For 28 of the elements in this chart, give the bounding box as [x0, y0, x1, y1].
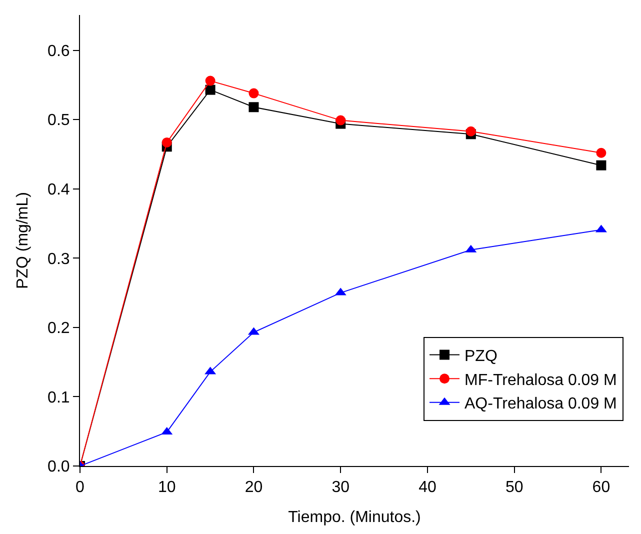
point [205, 76, 216, 86]
point [466, 126, 476, 136]
x-tick-label: 50 [505, 479, 524, 496]
x-tick-label: 10 [158, 479, 176, 496]
point [205, 84, 216, 95]
point [336, 115, 346, 126]
point [596, 148, 606, 158]
y-tick-label: 0.4 [48, 181, 70, 198]
x-tick-label: 60 [592, 479, 610, 496]
legend-label: MF-Trehalosa 0.09 M [464, 372, 617, 389]
y-tick-label: 0.0 [48, 458, 70, 476]
point [248, 88, 259, 98]
x-tick-label: 30 [332, 479, 350, 496]
point [162, 137, 172, 148]
x-tick-label: 40 [418, 479, 436, 496]
y-tick-label: 0.5 [48, 112, 70, 130]
y-tick-label: 0.1 [48, 389, 70, 406]
y-tick-label: 0.3 [48, 250, 70, 268]
x-tick-label: 20 [244, 479, 263, 496]
legend-label: PZQ [464, 348, 498, 366]
legend-label: AQ-Trehalosa 0.09 M [464, 396, 617, 413]
y-axis-title: PZQ (mg/mL) [14, 192, 32, 289]
y-tick-label: 0.2 [48, 320, 70, 338]
point [248, 102, 259, 112]
point [596, 160, 606, 170]
y-tick-label: 0.6 [48, 42, 70, 60]
x-axis-title: Tiempo. (Minutos.) [288, 508, 421, 526]
x-tick-label: 0 [76, 479, 85, 496]
